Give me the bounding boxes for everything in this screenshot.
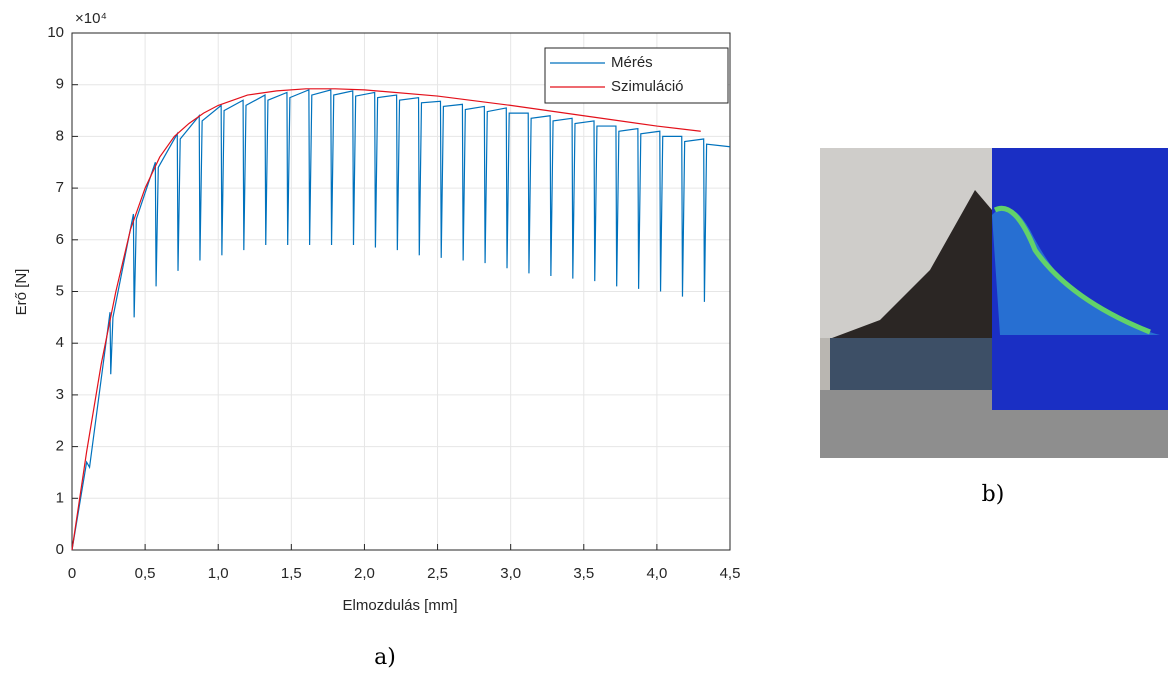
y-tick-label: 4 — [56, 334, 64, 351]
y-tick-label: 2 — [56, 438, 64, 455]
y-tick-label: 0 — [56, 541, 64, 558]
y-tick-label: 6 — [56, 231, 64, 248]
caption-b: b) — [982, 482, 1005, 507]
y-tick-label: 5 — [56, 282, 64, 299]
y-tick-label: 10 — [47, 24, 64, 41]
series-line — [71, 88, 701, 551]
x-tick-label: 1,5 — [281, 565, 302, 582]
x-tick-label: 4,0 — [646, 565, 667, 582]
y-axis-label: Erő [N] — [13, 269, 30, 316]
legend-label: Mérés — [611, 54, 653, 71]
x-tick-label: 0 — [68, 565, 76, 582]
axes-box — [71, 32, 731, 551]
series-line — [71, 88, 731, 551]
y-tick-label: 3 — [56, 386, 64, 403]
y-tick-label: 8 — [56, 127, 64, 144]
x-tick-label: 1,0 — [208, 565, 229, 582]
x-tick-label: 2,5 — [427, 565, 448, 582]
x-tick-label: 3,0 — [500, 565, 521, 582]
y-tick-label: 7 — [56, 179, 64, 196]
y-tick-label: 9 — [56, 76, 64, 93]
caption-a: a) — [374, 645, 396, 670]
legend-label: Szimuláció — [611, 78, 684, 95]
x-axis-label: Elmozdulás [mm] — [342, 597, 457, 614]
x-tick-label: 0,5 — [135, 565, 156, 582]
legend-box — [544, 47, 729, 104]
photo — [820, 148, 1168, 458]
x-tick-label: 2,0 — [354, 565, 375, 582]
x-tick-label: 4,5 — [720, 565, 741, 582]
x-tick-label: 3,5 — [573, 565, 594, 582]
y-exponent: ×10⁴ — [75, 10, 107, 27]
y-tick-label: 1 — [56, 489, 64, 506]
